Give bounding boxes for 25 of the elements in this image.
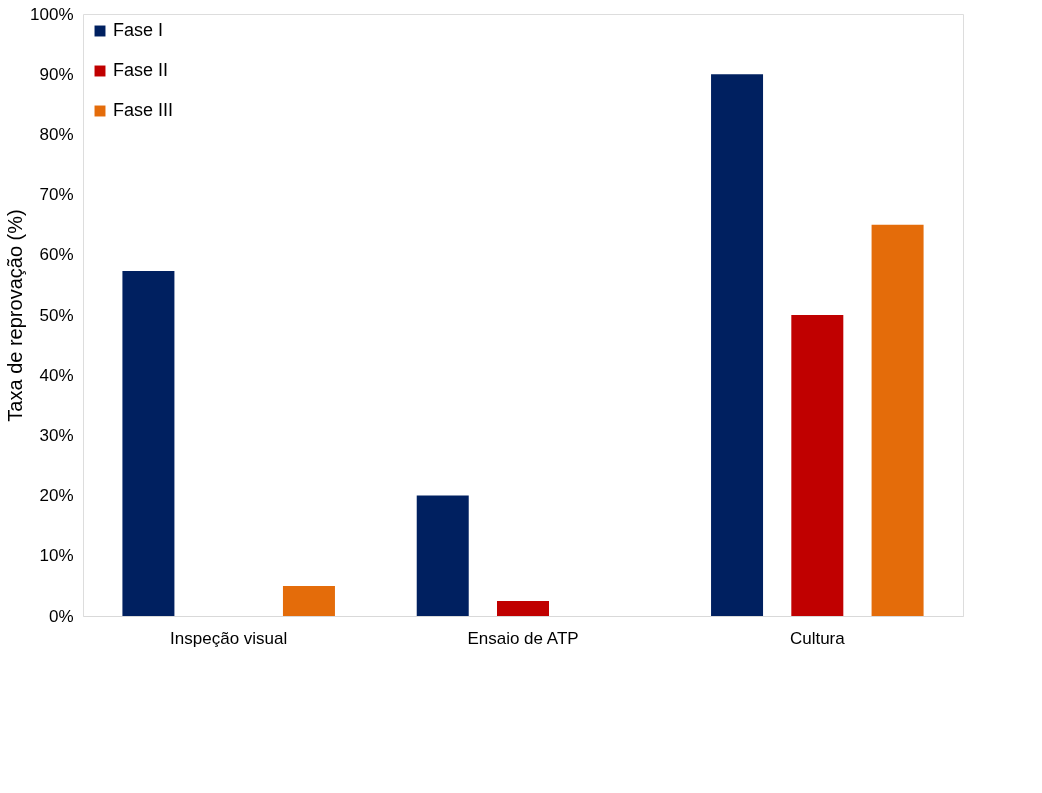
legend-label: Fase III — [113, 100, 174, 120]
bar — [122, 271, 175, 616]
bar — [711, 74, 764, 616]
bar — [282, 585, 335, 616]
x-tick-label: Cultura — [789, 628, 846, 648]
x-tick-label: Inspeção visual — [170, 628, 288, 648]
y-axis-title: Taxa de reprovação (%) — [4, 209, 27, 422]
bar — [791, 315, 844, 616]
legend-label: Fase I — [113, 20, 164, 40]
y-tick-label: 90% — [39, 64, 74, 84]
y-tick-label: 20% — [39, 486, 74, 506]
bar — [497, 600, 549, 616]
bar — [416, 495, 469, 616]
y-tick-label: 0% — [48, 606, 74, 626]
legend-label: Fase II — [113, 60, 169, 80]
x-tick-label: Ensaio de ATP — [467, 628, 579, 648]
y-tick-label: 30% — [39, 425, 74, 445]
y-tick-label: 40% — [39, 365, 74, 385]
y-tick-label: 50% — [39, 305, 74, 325]
y-tick-label: 80% — [39, 124, 74, 144]
y-tick-label: 60% — [39, 245, 74, 265]
y-tick-label: 100% — [30, 4, 74, 24]
bar — [871, 224, 924, 616]
y-tick-label: 10% — [39, 546, 74, 566]
y-tick-label: 70% — [39, 185, 74, 205]
